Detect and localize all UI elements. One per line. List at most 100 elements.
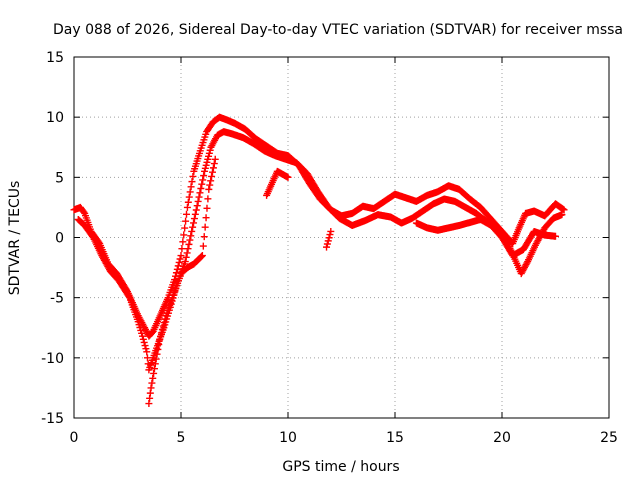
data-point xyxy=(158,325,166,333)
data-point xyxy=(148,356,156,364)
data-point xyxy=(149,374,157,382)
data-point xyxy=(312,185,320,193)
data-point xyxy=(180,260,188,268)
data-point xyxy=(148,379,156,387)
data-point xyxy=(157,310,165,318)
axis-ticks: 0 5 10 15 20 25 15 10 5 0 -5 -10 -15 xyxy=(41,50,618,446)
data-point xyxy=(157,332,165,340)
data-point xyxy=(194,197,202,205)
data-point xyxy=(153,350,161,358)
data-point xyxy=(157,329,165,337)
data-point xyxy=(88,231,96,239)
data-point xyxy=(183,249,191,257)
data-point xyxy=(198,252,206,260)
data-point xyxy=(199,242,207,250)
data-point xyxy=(139,335,147,343)
data-point xyxy=(186,188,194,196)
data-point xyxy=(208,172,216,180)
data-point xyxy=(195,193,203,201)
data-point xyxy=(210,160,218,168)
data-point xyxy=(327,227,335,235)
data-point xyxy=(124,291,132,299)
data-point xyxy=(152,355,160,363)
data-point xyxy=(168,296,176,304)
data-point xyxy=(187,183,195,191)
data-point xyxy=(184,245,192,253)
data-point xyxy=(143,354,151,362)
data-points xyxy=(70,113,568,408)
data-point xyxy=(203,204,211,212)
data-point xyxy=(141,342,149,350)
data-point xyxy=(183,210,191,218)
data-point xyxy=(326,231,334,239)
data-point xyxy=(559,205,567,213)
data-point xyxy=(201,223,209,231)
data-point xyxy=(142,345,150,353)
data-point xyxy=(79,207,87,215)
x-tick-label: 0 xyxy=(70,430,79,446)
data-point xyxy=(138,329,146,337)
data-point xyxy=(184,198,192,206)
y-axis-label: SDTVAR / TECUs xyxy=(7,181,23,296)
data-point xyxy=(151,360,159,368)
data-point xyxy=(323,243,331,251)
y-tick-label: 10 xyxy=(46,110,64,126)
x-tick-label: 25 xyxy=(600,430,618,446)
data-point xyxy=(181,224,189,232)
data-point xyxy=(147,384,155,392)
data-point xyxy=(200,233,208,241)
y-tick-label: -10 xyxy=(41,351,64,367)
data-point xyxy=(514,226,522,234)
data-point xyxy=(187,232,195,240)
data-point xyxy=(195,149,203,157)
data-point xyxy=(324,237,332,245)
data-point xyxy=(78,219,86,227)
data-point xyxy=(188,227,196,235)
x-tick-label: 20 xyxy=(493,430,511,446)
y-tick-label: 5 xyxy=(55,170,64,186)
data-point xyxy=(105,264,113,272)
data-point xyxy=(155,341,163,349)
y-tick-label: 15 xyxy=(46,50,64,66)
data-point xyxy=(551,232,559,240)
data-point xyxy=(177,252,185,260)
data-point xyxy=(146,394,154,402)
data-point xyxy=(185,193,193,201)
data-point xyxy=(188,178,196,186)
data-point xyxy=(202,130,210,138)
data-point xyxy=(182,253,190,261)
data-point xyxy=(192,206,200,214)
y-tick-label: 0 xyxy=(55,231,64,247)
data-point xyxy=(197,253,205,261)
data-point xyxy=(147,329,155,337)
data-point xyxy=(198,180,206,188)
data-point xyxy=(208,168,216,176)
data-point xyxy=(183,203,191,211)
data-point xyxy=(180,231,188,239)
data-point xyxy=(170,278,178,286)
data-point xyxy=(159,322,167,330)
data-point xyxy=(206,146,214,154)
data-point xyxy=(150,369,158,377)
data-point xyxy=(160,319,168,327)
data-point xyxy=(325,234,333,242)
data-point xyxy=(206,181,214,189)
y-tick-label: -15 xyxy=(41,411,64,427)
data-point xyxy=(175,258,183,266)
data-point xyxy=(176,255,184,263)
data-point xyxy=(196,189,204,197)
data-point xyxy=(207,177,215,185)
data-point xyxy=(211,155,219,163)
data-point xyxy=(143,348,151,356)
data-point xyxy=(186,236,194,244)
data-point xyxy=(146,389,154,397)
data-point xyxy=(199,176,207,184)
data-point xyxy=(178,245,186,253)
data-point xyxy=(190,219,198,227)
data-point xyxy=(156,336,164,344)
data-point xyxy=(209,164,217,172)
data-point xyxy=(202,214,210,222)
data-point xyxy=(150,365,158,373)
data-point xyxy=(189,172,197,180)
